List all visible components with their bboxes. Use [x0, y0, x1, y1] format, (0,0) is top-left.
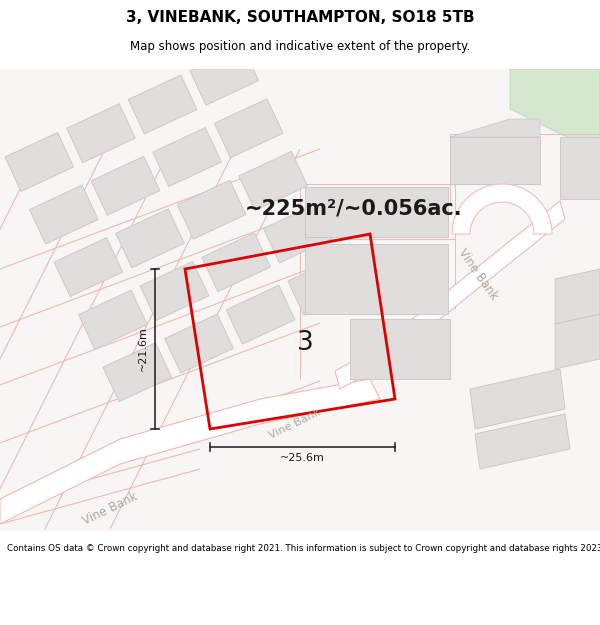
Polygon shape: [226, 285, 295, 344]
Text: Vine Bank: Vine Bank: [268, 408, 322, 441]
Text: Vine Bank: Vine Bank: [455, 246, 500, 302]
Text: 3: 3: [296, 330, 313, 356]
Text: Contains OS data © Crown copyright and database right 2021. This information is : Contains OS data © Crown copyright and d…: [7, 544, 600, 553]
Polygon shape: [54, 238, 122, 297]
Polygon shape: [103, 342, 172, 402]
Polygon shape: [190, 46, 259, 105]
Polygon shape: [0, 69, 600, 531]
Text: Vine Bank: Vine Bank: [80, 490, 140, 528]
Polygon shape: [450, 119, 540, 137]
Polygon shape: [79, 290, 147, 349]
Polygon shape: [116, 209, 184, 268]
Polygon shape: [335, 201, 565, 389]
Polygon shape: [305, 244, 448, 314]
Polygon shape: [5, 132, 74, 191]
Polygon shape: [177, 180, 246, 239]
Polygon shape: [450, 137, 540, 184]
Polygon shape: [452, 184, 552, 234]
Polygon shape: [555, 269, 600, 324]
Polygon shape: [560, 137, 600, 199]
Polygon shape: [128, 75, 197, 134]
Polygon shape: [29, 185, 98, 244]
Polygon shape: [239, 151, 308, 211]
Polygon shape: [67, 104, 135, 162]
Polygon shape: [305, 187, 448, 237]
Polygon shape: [140, 261, 209, 321]
Polygon shape: [214, 99, 283, 158]
Polygon shape: [202, 232, 271, 292]
Polygon shape: [510, 69, 600, 149]
Polygon shape: [263, 204, 332, 263]
Text: ~25.6m: ~25.6m: [280, 453, 325, 463]
Text: 3, VINEBANK, SOUTHAMPTON, SO18 5TB: 3, VINEBANK, SOUTHAMPTON, SO18 5TB: [125, 10, 475, 25]
Polygon shape: [91, 156, 160, 215]
Polygon shape: [0, 379, 380, 524]
Polygon shape: [475, 414, 570, 469]
Polygon shape: [555, 314, 600, 369]
Polygon shape: [153, 127, 221, 186]
Text: Map shows position and indicative extent of the property.: Map shows position and indicative extent…: [130, 40, 470, 52]
Polygon shape: [350, 319, 450, 379]
Polygon shape: [470, 369, 565, 429]
Text: ~21.6m: ~21.6m: [138, 326, 148, 371]
Text: ~225m²/~0.056ac.: ~225m²/~0.056ac.: [245, 199, 463, 219]
Polygon shape: [288, 256, 356, 316]
Polygon shape: [164, 314, 233, 373]
